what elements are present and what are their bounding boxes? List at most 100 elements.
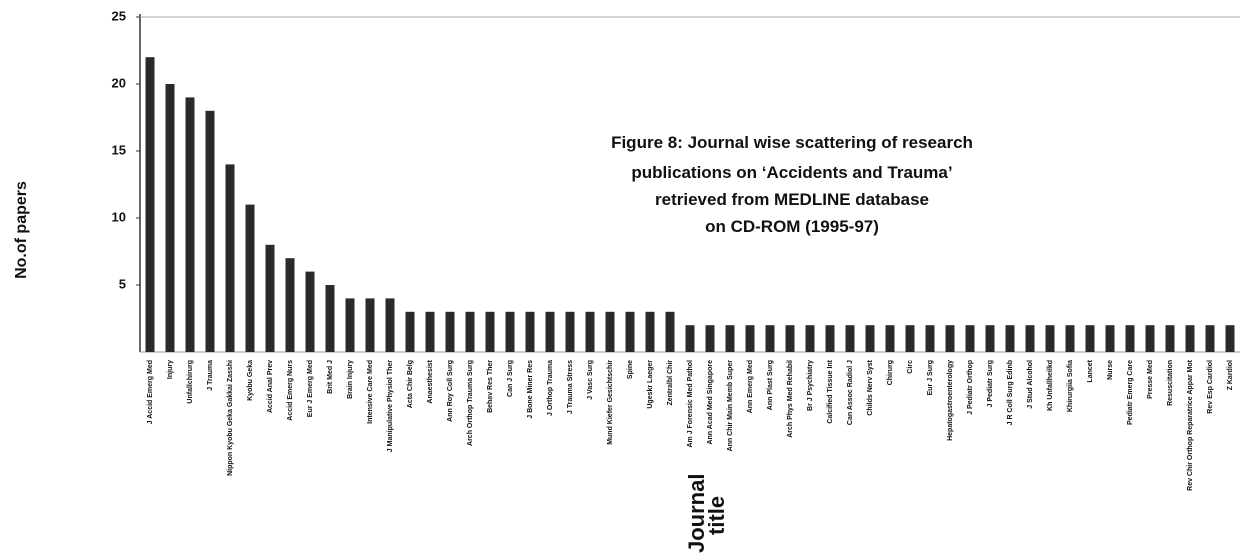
bar [705, 325, 715, 352]
bar [185, 97, 195, 353]
x-axis-label: Journal [684, 474, 709, 553]
bar [165, 84, 175, 352]
bar [765, 325, 775, 352]
bar [525, 311, 535, 352]
bar [205, 110, 215, 352]
bar [825, 325, 835, 352]
bar [1185, 325, 1195, 352]
chart-title-line: publications on ‘Accidents and Trauma’ [631, 163, 952, 182]
bar [545, 311, 555, 352]
x-tick-label: Nurse [1107, 360, 1114, 380]
chart-title-line: on CD-ROM (1995-97) [705, 217, 879, 236]
bar [605, 311, 615, 352]
bar [445, 311, 455, 352]
x-tick-label: Kyobu Geka [247, 360, 254, 401]
y-tick-label: 15 [112, 142, 126, 157]
x-tick-label: Eur J Emerg Med [307, 360, 314, 417]
chart-title-line: Figure 8: Journal wise scattering of res… [611, 133, 973, 152]
x-tick-label: Chirurg [887, 360, 894, 385]
x-tick-label: J Vasc Surg [587, 360, 594, 400]
x-tick-label: Z Kardiol [1227, 360, 1234, 390]
x-tick-label: Spine [627, 360, 634, 379]
x-tick-label: Circ [907, 360, 914, 374]
bar [1205, 325, 1215, 352]
x-tick-label: J Pediatr Surg [987, 360, 994, 407]
x-tick-label: J Accid Emerg Med [147, 360, 154, 424]
bar [1065, 325, 1075, 352]
y-tick-label: 20 [112, 75, 126, 90]
x-tick-label: Presse Med [1147, 360, 1154, 399]
y-tick-label: 5 [119, 276, 126, 291]
bar [1025, 325, 1035, 352]
x-tick-label: Ann Chir Main Memb Super [727, 360, 734, 452]
x-tick-label: Intensive Care Med [367, 360, 374, 424]
bar [285, 258, 295, 352]
bar [645, 311, 655, 352]
x-tick-label: Eur J Surg [927, 360, 934, 395]
x-tick-label: Ann Acad Med Singapore [707, 360, 714, 445]
bar [1125, 325, 1135, 352]
bar [365, 298, 375, 352]
bar [425, 311, 435, 352]
bar [1105, 325, 1115, 352]
bar [1145, 325, 1155, 352]
bar [805, 325, 815, 352]
x-axis-label: title [704, 496, 729, 535]
x-tick-label: Acta Chir Belg [407, 360, 414, 408]
x-tick-label: Childs Nerv Syst [867, 359, 874, 415]
bar [1165, 325, 1175, 352]
x-tick-label: Arch Phys Med Rehabil [787, 360, 794, 438]
bar [305, 271, 315, 352]
x-tick-label: Brain Injury [347, 360, 354, 399]
bar [385, 298, 395, 352]
bar [325, 285, 335, 352]
x-tick-label: Can Assoc Radiol J [847, 360, 854, 425]
x-tick-label: Rev Chir Orthop Reparatrice Appar Mot [1187, 359, 1194, 490]
bar [345, 298, 355, 352]
x-tick-label: Mund Kiefer Gesichtschir [607, 360, 614, 445]
x-tick-label: Br J Psychiatry [807, 360, 814, 411]
x-tick-label: Accid Emerg Nurs [287, 360, 294, 421]
x-tick-label: Resuscitation [1167, 360, 1174, 406]
x-tick-label: Ann Roy Coll Surg [447, 360, 454, 422]
chart-title-line: retrieved from MEDLINE database [655, 190, 929, 209]
x-tick-label: Khirurgiia Sofia [1067, 360, 1074, 412]
x-tick-label: Injury [167, 360, 174, 379]
bar [265, 244, 275, 352]
bar [885, 325, 895, 352]
bar [505, 311, 515, 352]
x-tick-label: Nippon Kyobu Geka Gakkai Zasshi [227, 360, 234, 476]
x-tick-label: J Stud Alcohol [1027, 360, 1034, 409]
bar [625, 311, 635, 352]
x-tick-label: Ann Plast Surg [767, 360, 774, 410]
bar [685, 325, 695, 352]
bar [1085, 325, 1095, 352]
x-tick-label: Am J Forensic Med Pathol [687, 360, 694, 448]
bar [905, 325, 915, 352]
bar [465, 311, 475, 352]
bar [865, 325, 875, 352]
x-tick-label: Zentralbl Chir [667, 360, 674, 406]
bar [225, 164, 235, 352]
x-tick-label: Calcified Tissue Int [827, 359, 834, 423]
bar [965, 325, 975, 352]
bar [565, 311, 575, 352]
bar [1005, 325, 1015, 352]
bar [845, 325, 855, 352]
bar [405, 311, 415, 352]
x-tick-label: Arch Orthop Trauma Surg [467, 360, 474, 446]
bar [725, 325, 735, 352]
x-tick-label: Can J Surg [507, 360, 514, 397]
x-tick-label: J Orthop Trauma [547, 360, 554, 416]
x-tick-label: Unfallchirurg [187, 360, 194, 404]
x-tick-label: Anaesthesist [427, 359, 434, 403]
bar [485, 311, 495, 352]
bar [585, 311, 595, 352]
x-tick-label: J Trauma Stress [567, 360, 574, 414]
x-tick-label: J Pediatr Orthop [967, 360, 974, 415]
x-tick-label: Ugeskr Laeger [647, 360, 654, 409]
bar [985, 325, 995, 352]
bar [745, 325, 755, 352]
x-tick-label: Pediatr Emerg Care [1127, 360, 1134, 425]
